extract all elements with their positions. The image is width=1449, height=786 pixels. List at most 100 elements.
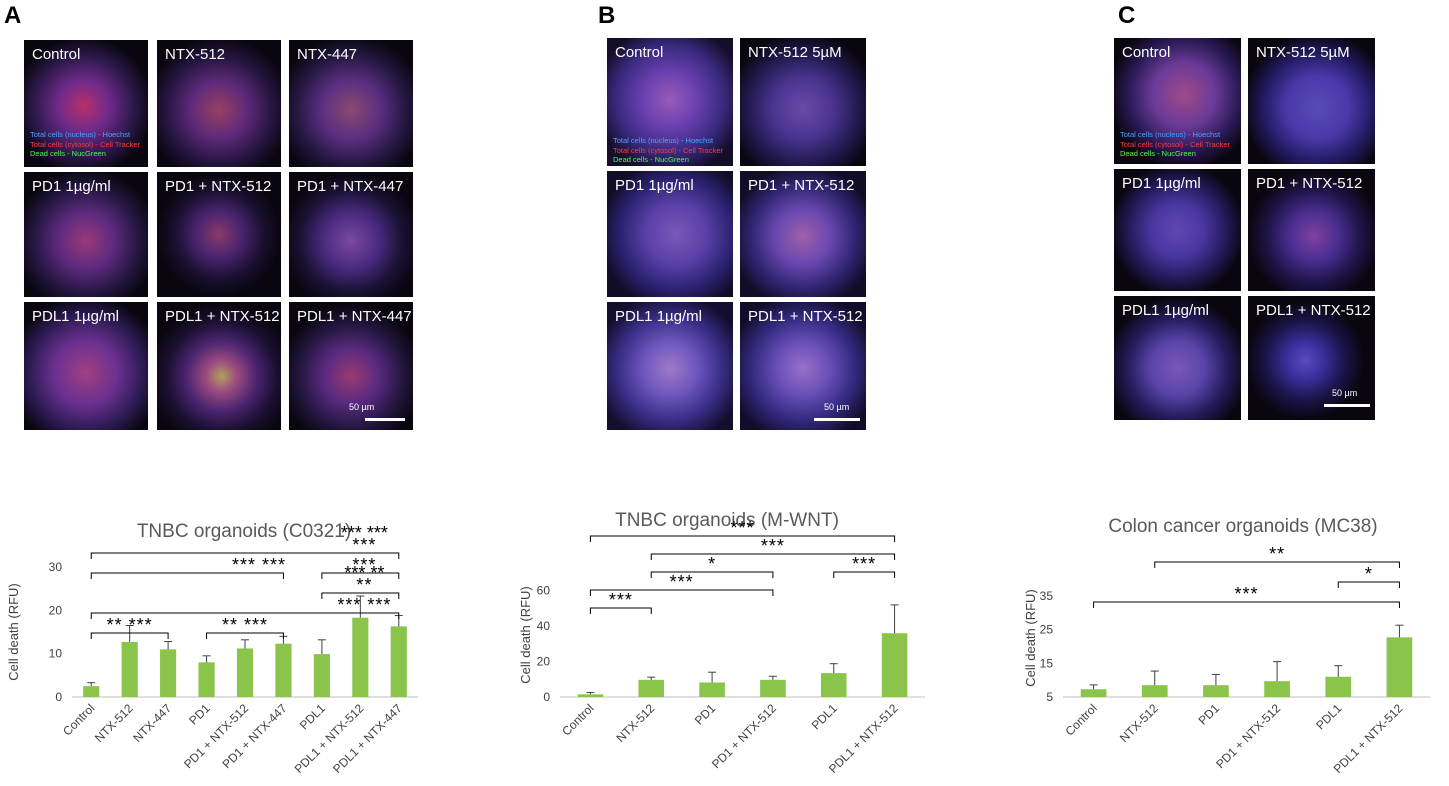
tile-label: PD1 1µg/ml (1122, 175, 1201, 192)
significance-stars: * (708, 554, 716, 574)
significance-stars: *** (352, 555, 376, 575)
micrograph-tile: NTX-447 (289, 40, 413, 167)
legend-cell-tracker: Total cells (cytosol) - Cell Tracker (1120, 139, 1231, 149)
y-tick-label: 30 (49, 560, 63, 574)
significance-bracket (206, 632, 284, 639)
y-tick-label: 5 (1046, 690, 1053, 704)
bar (1141, 685, 1168, 697)
y-tick-label: 20 (49, 603, 63, 617)
tile-label: PDL1 1µg/ml (32, 308, 120, 325)
significance-bracket (321, 572, 400, 579)
y-tick-label: 20 (537, 655, 551, 669)
bar (275, 643, 292, 697)
significance-bracket (90, 612, 400, 619)
tile-label: PD1 + NTX-447 (297, 178, 404, 195)
scalebar (1324, 404, 1370, 407)
significance-stars: *** (852, 554, 876, 574)
bar (638, 679, 665, 697)
panel-letter-b: B (598, 2, 616, 29)
y-tick-label: 0 (543, 690, 550, 704)
micrograph-tile: NTX-512 5µM (740, 38, 866, 166)
micrograph-tile: PD1 + NTX-447 (289, 172, 413, 297)
micrograph-tile: PDL1 1µg/ml (1114, 296, 1241, 420)
bar (352, 617, 369, 697)
stain-legend: Total cells (nucleus) - Hoechst Total ce… (613, 136, 723, 165)
tile-label: PD1 + NTX-512 (748, 177, 855, 194)
tile-label: Control (1122, 44, 1171, 61)
legend-nucgreen: Dead cells - NucGreen (613, 155, 689, 164)
legend-hoechst: Total cells (nucleus) - Hoechst (613, 136, 714, 145)
micrograph-tile: PDL1 + NTX-447 50 µm (289, 302, 413, 430)
micrograph-tile: Control Total cells (nucleus) - Hoechst … (24, 40, 148, 167)
bar (83, 686, 100, 697)
significance-stars: *** *** (337, 595, 391, 615)
micrograph-tile: PD1 1µg/ml (24, 172, 148, 297)
significance-bracket (90, 552, 400, 559)
micrograph-tile: PDL1 1µg/ml (24, 302, 148, 430)
legend-hoechst: Total cells (nucleus) - Hoechst (30, 130, 131, 139)
significance-bracket (90, 572, 284, 579)
significance-bracket (90, 632, 169, 639)
bar (121, 641, 138, 697)
y-axis-label: Cell death (RFU) (6, 583, 21, 681)
tile-label: PDL1 + NTX-512 (748, 308, 863, 325)
legend-nucgreen: Dead cells - NucGreen (1120, 149, 1196, 158)
y-tick-label: 40 (537, 619, 551, 633)
tile-label: NTX-512 (165, 46, 226, 63)
micrograph-tile: Control Total cells (nucleus) - Hoechst … (607, 38, 733, 166)
chart-title: TNBC organoids (C0321) (137, 521, 351, 542)
bar (1264, 681, 1290, 697)
bar (1386, 637, 1413, 697)
significance-bracket (1154, 561, 1400, 568)
tile-label: NTX-447 (297, 46, 358, 63)
tile-label: NTX-512 5µM (748, 44, 842, 61)
micrograph-tile: PD1 1µg/ml (607, 171, 733, 297)
tile-label: PD1 + NTX-512 (1256, 175, 1363, 192)
micrograph-tile: PDL1 + NTX-512 (157, 302, 281, 430)
significance-bracket (1337, 581, 1400, 588)
x-tick-label: NTX-512 (1117, 701, 1161, 745)
tile-label: PDL1 + NTX-512 (165, 308, 280, 325)
micrograph-tile: NTX-512 5µM (1248, 38, 1375, 164)
bar (820, 673, 847, 697)
x-tick-label: Control (1062, 701, 1099, 738)
significance-stars: *** *** (232, 555, 286, 575)
significance-bracket (650, 571, 774, 578)
y-tick-label: 0 (55, 690, 62, 704)
significance-stars: *** (670, 572, 694, 592)
bar (1203, 685, 1229, 697)
bar (1325, 676, 1352, 697)
tile-label: Control (615, 44, 664, 61)
y-axis-label: Cell death (RFU) (1023, 589, 1038, 687)
x-tick-label: PDL1 (1313, 701, 1344, 732)
bar (881, 633, 908, 697)
legend-hoechst: Total cells (nucleus) - Hoechst (1120, 130, 1221, 139)
bar (699, 682, 725, 697)
micrograph-tile: PD1 + NTX-512 (740, 171, 866, 297)
y-tick-label: 35 (1040, 589, 1054, 603)
tile-label: PD1 + NTX-512 (165, 178, 272, 195)
tile-label: PDL1 + NTX-512 (1256, 302, 1371, 319)
significance-bracket (589, 607, 652, 614)
significance-stars: ** (356, 575, 372, 595)
legend-cell-tracker: Total cells (cytosol) - Cell Tracker (613, 145, 724, 155)
significance-stars: *** (730, 518, 754, 538)
significance-stars: *** ** (344, 563, 384, 583)
legend-cell-tracker: Total cells (cytosol) - Cell Tracker (30, 139, 141, 149)
y-tick-label: 60 (537, 584, 551, 598)
x-tick-label: PD1 + NTX-512 (1213, 701, 1283, 771)
x-tick-label: PD1 (1196, 701, 1223, 728)
significance-stars: ** *** (222, 615, 268, 635)
scalebar-label: 50 µm (349, 402, 375, 412)
y-tick-label: 25 (1040, 623, 1054, 637)
y-tick-label: 15 (1040, 656, 1054, 670)
tile-label: PD1 1µg/ml (32, 178, 111, 195)
legend-nucgreen: Dead cells - NucGreen (30, 149, 106, 158)
bar (160, 649, 177, 697)
micrograph-tile: PD1 + NTX-512 (157, 172, 281, 297)
chart-title: TNBC organoids (M-WNT) (615, 510, 839, 531)
significance-stars: *** *** (341, 523, 388, 543)
bar (313, 654, 330, 697)
